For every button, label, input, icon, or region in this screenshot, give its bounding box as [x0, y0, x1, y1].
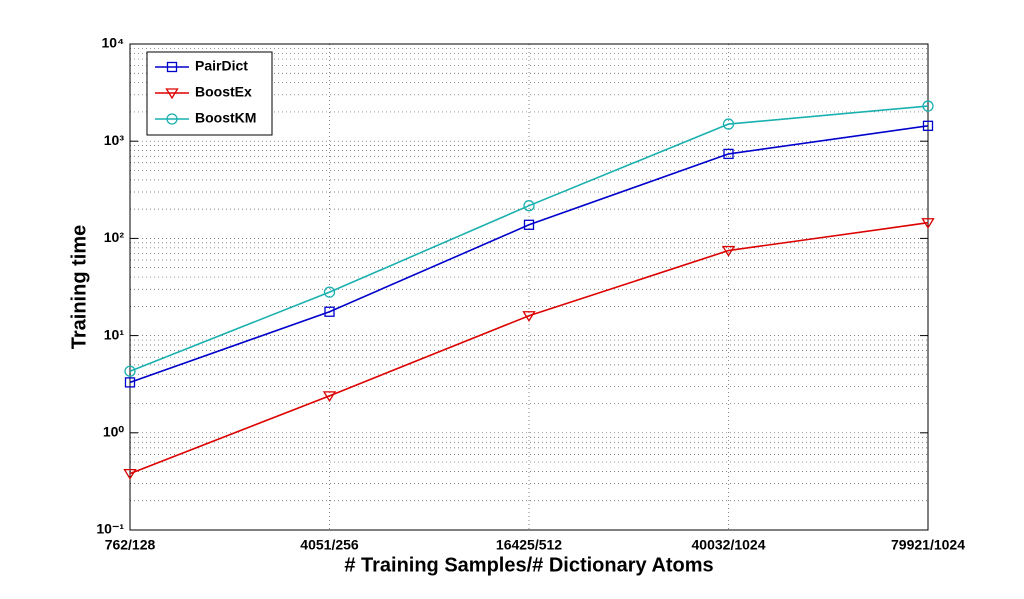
y-tick-label: 10¹ — [104, 326, 125, 342]
marker — [165, 88, 179, 100]
marker — [522, 311, 536, 323]
series-line — [129, 221, 929, 475]
legend-label: BoostEx — [195, 84, 252, 100]
y-tick-label: 10³ — [104, 132, 125, 148]
marker — [523, 219, 535, 230]
marker — [721, 245, 736, 257]
x-tick-label: 40032/1024 — [692, 537, 766, 553]
y-tick-label: 10⁴ — [102, 35, 125, 51]
marker — [323, 286, 336, 298]
y-axis-label: Training time — [68, 225, 90, 349]
plot-frame — [129, 43, 929, 531]
marker — [166, 61, 178, 73]
marker — [123, 468, 137, 480]
marker — [523, 200, 535, 212]
x-tick-label: 79921/1024 — [891, 537, 965, 553]
marker — [324, 306, 335, 317]
marker — [723, 148, 734, 160]
y-tick-label: 10⁰ — [103, 424, 125, 440]
y-tick-label: 10² — [104, 229, 125, 245]
marker — [124, 377, 136, 388]
y-tick-label: 10⁻¹ — [96, 521, 124, 537]
series-line — [129, 105, 929, 372]
x-tick-label: 16425/512 — [496, 537, 562, 553]
x-axis-label: # Training Samples/# Dictionary Atoms — [344, 554, 713, 576]
marker — [322, 391, 337, 403]
marker — [922, 120, 934, 131]
marker — [124, 365, 136, 377]
marker — [166, 113, 178, 125]
x-tick-label: 762/128 — [105, 537, 156, 553]
legend-label: PairDict — [195, 58, 248, 74]
x-tick-label: 4051/256 — [300, 537, 359, 553]
legend-label: BoostKM — [195, 110, 256, 126]
marker — [922, 100, 934, 112]
marker — [722, 118, 735, 130]
series-line — [129, 125, 929, 384]
marker — [921, 218, 935, 229]
